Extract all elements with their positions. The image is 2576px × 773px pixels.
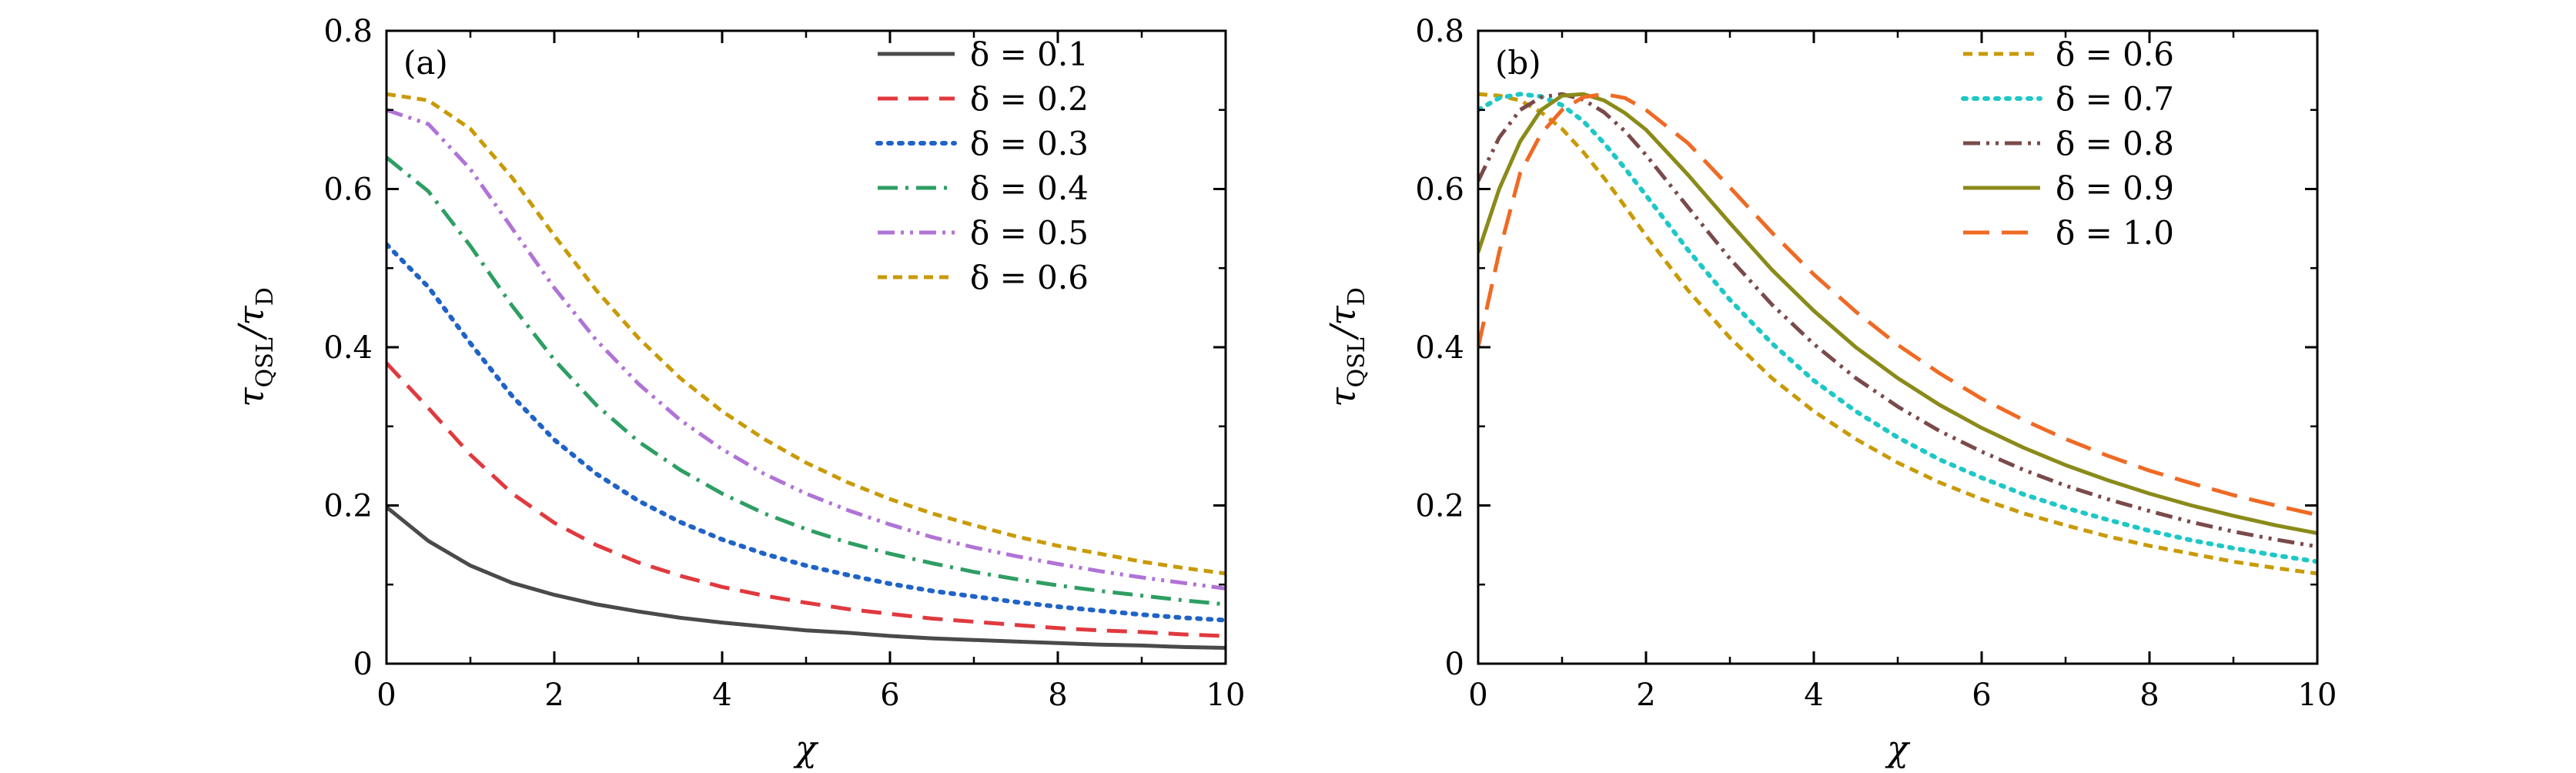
series-line-2 [1478,92,2317,564]
y-label-sub-qsl: QSL [1343,337,1370,387]
series-line-5 [1478,92,2317,517]
panel-label: (b) [1495,44,1541,82]
x-tick-label: 10 [1206,678,1246,713]
x-tick-label: 8 [1048,678,1067,713]
legend-label-3: δ = 0.3 [970,125,1089,162]
legend-label-3: δ = 0.8 [2056,125,2174,162]
y-tick-label: 0.6 [323,172,373,208]
legend-label-6: δ = 0.6 [970,259,1089,296]
y-label-tau: τ [230,386,272,407]
series-line-4 [386,156,1226,607]
x-tick-label: 4 [1804,678,1823,713]
legend-label-2: δ = 0.2 [970,80,1089,118]
y-tick-label: 0 [1445,647,1464,682]
y-label-slash-tau: /τ [230,305,272,340]
x-tick-label: 8 [2139,678,2159,713]
y-tick-label: 0.6 [1415,172,1464,208]
y-tick-label: 0 [353,647,373,682]
y-tick-label: 0.2 [323,489,373,524]
series-line-3 [386,242,1226,623]
series-group [386,92,1226,650]
x-tick-label: 2 [544,678,564,713]
legend-label-1: δ = 0.1 [970,35,1089,73]
series-line-6 [386,92,1226,576]
x-tick-label: 6 [880,678,899,713]
x-axis-label: χ [793,728,819,769]
y-tick-label: 0.8 [1415,14,1464,49]
legend-label-4: δ = 0.9 [2056,169,2174,207]
y-tick-label: 0.4 [323,330,373,366]
panel-b: 0 2 4 6 8 10 0 0.2 0.4 0.6 0.8 χ τQSL/τD (b) δ = 0.6 δ … [1322,14,2337,769]
plot-frame [385,29,1227,665]
legend-label-5: δ = 1.0 [2056,214,2174,252]
y-label-tau: τ [1322,386,1363,407]
y-axis-label: τQSL/τD [1322,287,1370,407]
y-axis-label: τQSL/τD [230,287,279,407]
legend-label-2: δ = 0.7 [2056,80,2174,118]
series-line-3 [1478,92,2317,549]
y-tick-label: 0.2 [1415,489,1464,524]
plot-frame [1477,29,2319,665]
series-line-2 [386,361,1226,638]
y-label-sub-d: D [1343,287,1370,306]
x-tick-label: 0 [1468,678,1487,713]
x-tick-label: 0 [376,678,396,713]
panel-label: (a) [403,44,448,82]
y-label-slash-tau: /τ [1322,305,1363,340]
panel-a: 0 2 4 6 8 10 0 0.2 0.4 0.6 0.8 χ τQSL/τD (a) δ = 0.1 δ … [230,14,1245,769]
x-tick-label: 10 [2298,678,2337,713]
y-label-sub-qsl: QSL [252,337,279,387]
legend-label-5: δ = 0.5 [970,214,1089,252]
series-group [1478,92,2317,576]
series-line-1 [386,505,1226,650]
y-label-sub-d: D [252,287,279,306]
series-line-4 [1478,92,2317,535]
y-tick-label: 0.4 [1415,330,1464,366]
x-tick-label: 6 [1972,678,1991,713]
x-tick-label: 2 [1636,678,1655,713]
series-line-5 [386,108,1226,591]
x-tick-label: 4 [712,678,731,713]
legend-label-4: δ = 0.4 [970,169,1089,207]
x-axis-label: χ [1885,728,1911,769]
series-line-1 [1478,92,2317,576]
y-tick-label: 0.8 [323,14,373,49]
legend-label-1: δ = 0.6 [2056,35,2174,73]
